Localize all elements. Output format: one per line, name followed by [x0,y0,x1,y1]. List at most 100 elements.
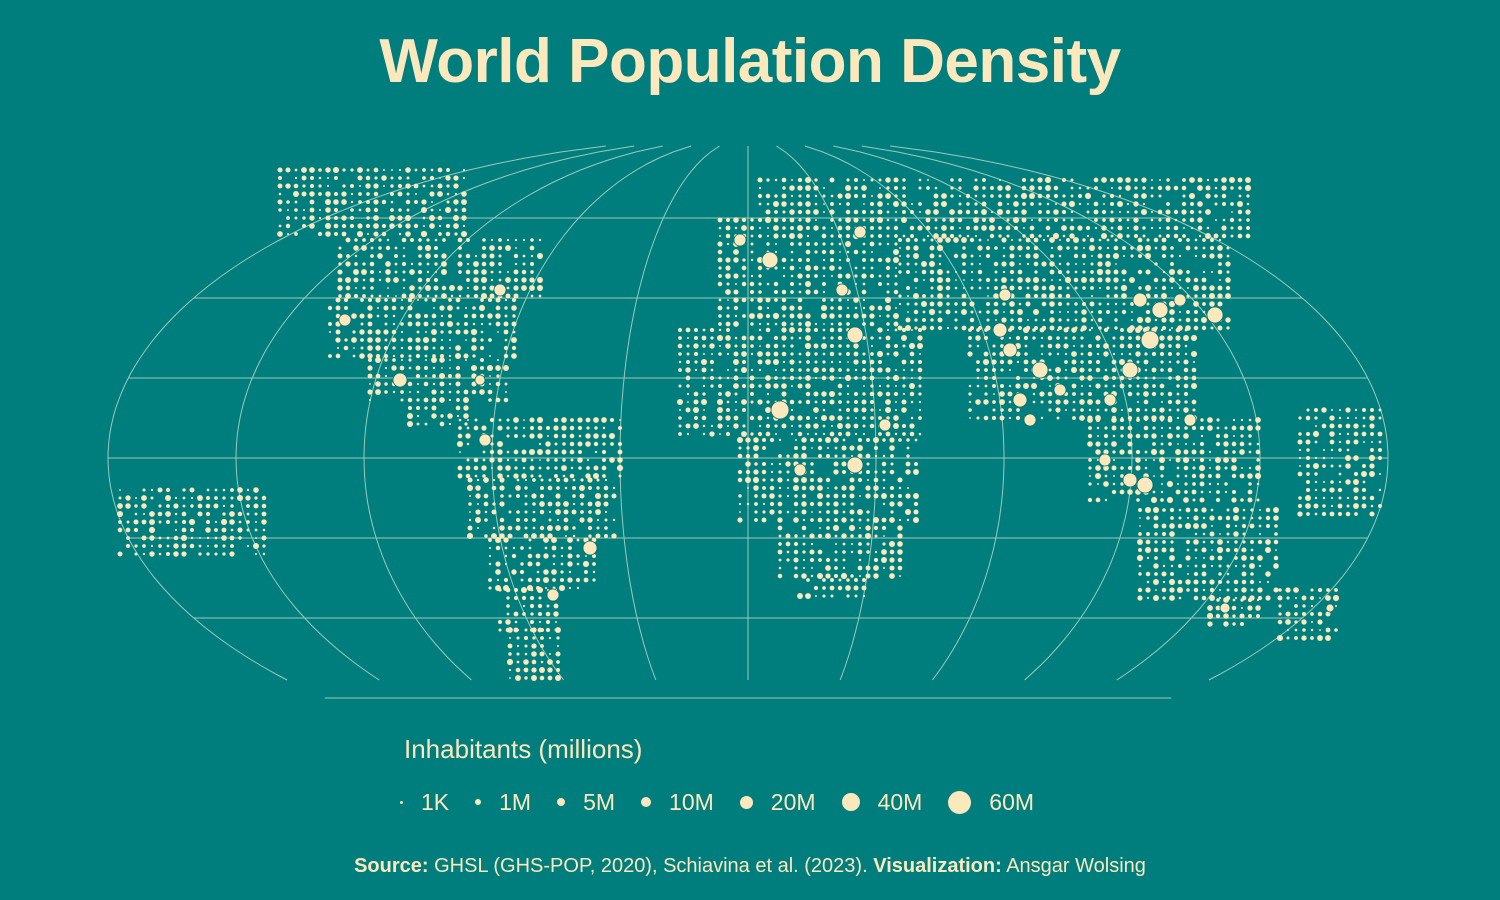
population-dot [1104,442,1108,446]
population-dot [830,336,834,340]
population-dot [878,242,882,246]
population-dot [495,545,501,551]
population-dot [255,537,257,539]
population-dot [946,270,950,274]
population-dot [717,257,723,263]
population-dot [1160,474,1164,478]
population-dot [556,644,560,648]
population-dot [1025,253,1031,259]
population-dot [261,535,267,541]
population-dot [117,503,123,509]
population-dot [1144,418,1148,422]
population-dot [545,441,551,447]
population-dot [190,504,194,508]
population-dot [969,237,975,243]
population-dot [1216,418,1220,422]
population-dot [813,185,819,191]
population-dot [455,345,461,351]
population-dot [327,305,333,311]
population-dot [596,526,600,530]
population-dot [1337,503,1343,509]
population-dot [1010,318,1014,322]
population-dot [563,501,569,507]
population-dot [497,331,499,333]
population-dot [1226,588,1230,592]
population-dot [853,209,859,215]
population-dot [829,367,835,373]
population-dot [1056,376,1060,380]
population-dot [921,269,927,275]
population-dot [1022,234,1026,238]
population-dot [882,542,886,546]
population-dot [286,200,290,204]
city-dot [1325,603,1335,613]
population-dot [741,297,747,303]
population-dot [466,286,470,290]
population-dot [770,462,774,466]
population-dot [432,374,436,378]
population-dot [1202,516,1206,520]
population-dot [901,407,907,413]
population-dot [725,257,731,263]
population-dot [1224,482,1228,486]
population-dot [309,223,315,229]
population-dot [782,360,786,364]
population-dot [403,247,405,249]
population-dot [418,286,422,290]
population-dot [1151,417,1157,423]
longitude-line [804,145,1005,681]
population-dot [1197,217,1203,223]
population-dot [516,660,520,664]
population-dot [343,297,349,303]
population-dot [1185,277,1191,283]
population-dot [1173,185,1179,191]
population-dot [854,282,858,286]
population-dot [1146,596,1150,600]
population-dot [1103,465,1109,471]
population-dot [448,314,452,318]
population-dot [970,310,974,314]
population-dot [488,578,492,582]
population-dot [877,359,883,365]
population-dot [727,369,729,371]
population-dot [1090,270,1094,274]
population-dot [439,357,445,363]
population-dot [845,185,851,191]
population-dot [765,343,771,349]
population-dot [1244,184,1252,192]
population-dot [858,558,862,562]
population-dot [570,418,574,422]
population-dot [1184,328,1188,332]
population-dot [1095,449,1101,455]
population-dot [886,242,890,246]
population-dot [553,433,559,439]
population-dot [1022,326,1030,334]
population-dot [733,289,739,295]
population-dot [1177,269,1183,275]
population-dot [766,400,770,404]
population-dot [1201,595,1207,601]
population-dot [1225,277,1231,283]
population-dot [725,217,731,223]
population-dot [889,565,895,571]
population-dot [582,560,590,568]
population-dot [898,294,902,298]
population-dot [426,238,430,242]
population-dot [367,313,373,319]
population-dot [1258,516,1262,520]
population-dot [206,552,210,556]
population-dot [1159,465,1165,471]
population-dot [910,368,914,372]
population-dot [775,369,777,371]
population-dot [914,318,918,322]
population-dot [497,449,503,455]
population-dot [446,200,450,204]
population-dot [142,488,146,492]
population-dot [1111,425,1117,431]
population-dot [423,225,425,227]
population-dot [1297,471,1303,477]
population-dot [970,270,974,274]
population-dot [901,217,907,223]
population-dot [765,297,771,303]
population-dot [507,533,513,539]
